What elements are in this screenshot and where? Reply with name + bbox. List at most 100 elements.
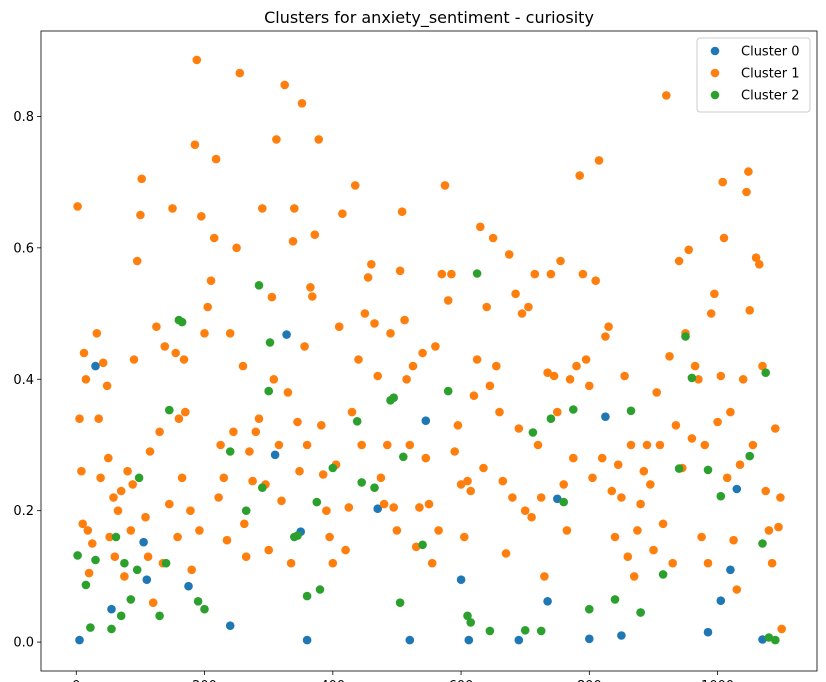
- y-tick-label: 0.0: [13, 636, 34, 651]
- data-point: [610, 595, 620, 604]
- data-point: [310, 230, 320, 239]
- data-point: [322, 506, 331, 515]
- data-point: [141, 512, 150, 522]
- data-point: [83, 526, 93, 535]
- data-point: [128, 480, 137, 489]
- data-point: [373, 371, 383, 381]
- data-point: [184, 581, 193, 591]
- data-point: [463, 611, 472, 621]
- data-point: [463, 476, 472, 486]
- data-point: [674, 256, 684, 266]
- data-point: [453, 421, 463, 430]
- data-point: [755, 260, 764, 269]
- x-tick-label: 400: [320, 679, 345, 682]
- data-point: [295, 466, 304, 476]
- data-point: [700, 440, 710, 450]
- data-point: [225, 447, 235, 456]
- data-point: [225, 329, 235, 338]
- data-point: [317, 421, 326, 430]
- y-axis: 0.0 0.2 0.4 0.6 0.8: [13, 110, 41, 651]
- y-tick-label: 0.2: [13, 504, 34, 519]
- data-point: [604, 322, 613, 332]
- data-point: [716, 371, 726, 381]
- data-point: [318, 470, 328, 479]
- data-point: [347, 407, 357, 417]
- data-point: [729, 535, 738, 545]
- points-layer: [73, 55, 786, 645]
- data-point: [155, 427, 164, 437]
- data-point: [152, 322, 161, 332]
- data-point: [626, 440, 636, 450]
- data-point: [591, 276, 600, 286]
- data-point: [190, 140, 200, 149]
- data-point: [434, 526, 443, 535]
- data-point: [504, 250, 514, 259]
- data-point: [681, 332, 690, 341]
- data-point: [697, 532, 706, 542]
- data-point: [508, 493, 517, 502]
- data-point: [498, 476, 508, 486]
- data-point: [629, 572, 639, 581]
- data-point: [761, 368, 770, 378]
- data-point: [569, 453, 578, 463]
- data-point: [418, 348, 427, 358]
- data-point: [658, 519, 668, 529]
- data-point: [350, 181, 360, 190]
- data-point: [758, 539, 767, 548]
- data-point: [415, 503, 424, 512]
- data-point: [655, 440, 665, 450]
- data-point: [165, 405, 174, 415]
- data-point: [357, 440, 367, 450]
- data-point: [668, 558, 677, 568]
- data-point: [200, 329, 209, 338]
- data-point: [367, 260, 376, 269]
- data-point: [78, 519, 87, 529]
- data-point: [338, 209, 347, 218]
- data-point: [482, 302, 492, 312]
- data-point: [738, 375, 748, 384]
- data-point: [104, 453, 113, 463]
- data-point: [137, 174, 146, 184]
- data-point: [269, 375, 279, 384]
- data-point: [767, 558, 777, 568]
- data-point: [214, 493, 223, 502]
- data-point: [639, 466, 649, 476]
- data-point: [450, 447, 460, 456]
- data-point: [288, 237, 298, 246]
- data-point: [447, 269, 456, 279]
- data-point: [148, 598, 158, 607]
- data-point: [293, 417, 302, 427]
- data-point: [751, 253, 761, 262]
- data-point: [620, 371, 629, 381]
- series-1: [73, 55, 786, 634]
- data-point: [431, 342, 440, 351]
- data-point: [363, 273, 373, 282]
- data-point: [427, 558, 437, 568]
- data-point: [485, 626, 495, 636]
- data-point: [397, 207, 407, 216]
- data-point: [559, 480, 568, 489]
- data-point: [400, 315, 409, 325]
- data-point: [132, 256, 142, 266]
- data-point: [710, 289, 719, 299]
- data-point: [764, 526, 774, 535]
- data-point: [687, 373, 697, 383]
- data-point: [302, 591, 312, 601]
- data-point: [671, 421, 681, 430]
- data-point: [735, 460, 745, 470]
- legend-box: [696, 37, 811, 113]
- data-point: [533, 440, 543, 450]
- data-point: [443, 296, 453, 305]
- legend-label: Cluster 0: [741, 45, 800, 60]
- data-point: [334, 322, 344, 332]
- data-point: [232, 243, 241, 253]
- data-point: [718, 177, 727, 187]
- x-tick-label: 600: [449, 679, 474, 682]
- data-point: [405, 635, 415, 645]
- data-point: [665, 352, 674, 361]
- data-point: [771, 424, 780, 433]
- data-point: [88, 539, 97, 548]
- data-point: [722, 473, 732, 483]
- data-point: [248, 476, 257, 486]
- x-tick-label: 800: [577, 679, 602, 682]
